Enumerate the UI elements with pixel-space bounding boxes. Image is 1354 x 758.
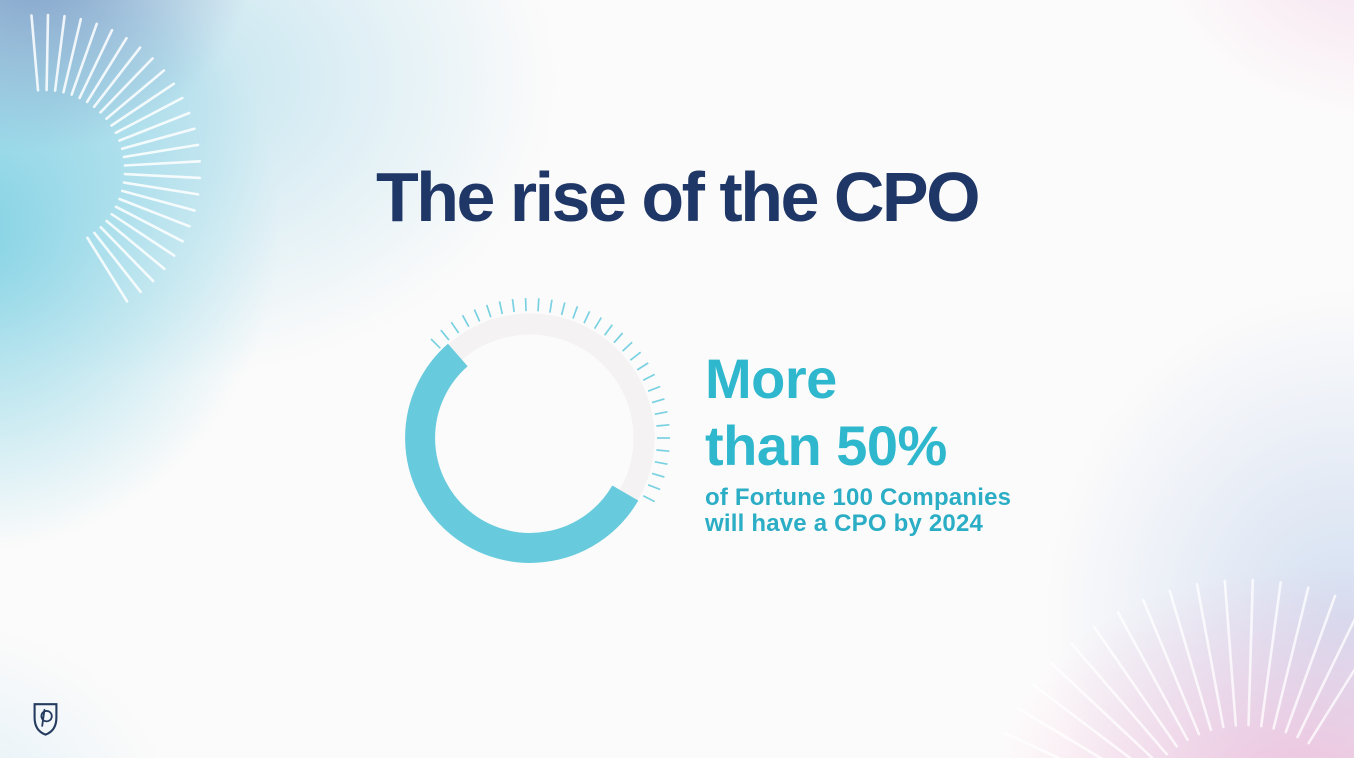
stat-line-1: More [705,347,837,410]
stat-headline: More than 50% [705,345,1125,479]
sunburst-bottom-right-icon [1003,578,1354,758]
stat-block: More than 50% of Fortune 100 Companies w… [705,345,1125,537]
stat-detail: of Fortune 100 Companies will have a CPO… [705,485,1125,537]
p-monogram-icon [40,708,53,727]
donut-tick-marks [430,298,670,503]
stat-detail-line-2: will have a CPO by 2024 [705,510,984,537]
company-logo [32,702,59,737]
donut-chart [380,288,680,588]
page-title: The rise of the CPO [375,158,981,236]
stat-line-2: than 50% [705,414,947,477]
shield-icon [33,703,58,736]
donut-value-arc [405,343,639,563]
stat-detail-line-1: of Fortune 100 Companies [705,484,1012,511]
